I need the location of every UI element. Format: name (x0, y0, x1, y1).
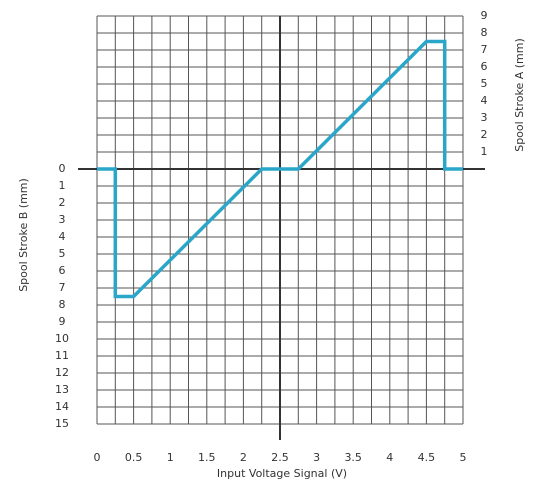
x-tick-label: 4 (386, 451, 393, 464)
y-tick-label: 13 (55, 383, 69, 396)
x-tick-label: 3 (313, 451, 320, 464)
y2-tick-label: 5 (481, 77, 488, 90)
y2-tick-label: 3 (481, 111, 488, 124)
x-tick-label: 0 (94, 451, 101, 464)
y2-tick-label: 1 (481, 145, 488, 158)
x-tick-label: 2.5 (271, 451, 289, 464)
y2-tick-label: 4 (481, 94, 488, 107)
x-tick-label: 5 (460, 451, 467, 464)
y-tick-label: 5 (59, 247, 66, 260)
y-tick-label: 12 (55, 366, 69, 379)
y2-tick-label: 9 (481, 9, 488, 22)
y2-tick-label: 6 (481, 60, 488, 73)
y-tick-label: 15 (55, 417, 69, 430)
y2-axis-title: Spool Stroke A (mm) (513, 38, 526, 152)
data-line (97, 39, 463, 299)
y-tick-label: 8 (59, 298, 66, 311)
x-tick-label: 1 (167, 451, 174, 464)
y-tick-label: 7 (59, 281, 66, 294)
x-tick-label: 1.5 (198, 451, 216, 464)
x-tick-label: 2 (240, 451, 247, 464)
y-tick-label: 11 (55, 349, 69, 362)
y-tick-label: 1 (59, 179, 66, 192)
x-tick-label: 4.5 (418, 451, 436, 464)
y2-tick-label: 2 (481, 128, 488, 141)
x-axis-title: Input Voltage Signal (V) (217, 467, 347, 480)
y2-tick-label: 8 (481, 26, 488, 39)
y-tick-label: 9 (59, 315, 66, 328)
y2-tick-label: 7 (481, 43, 488, 56)
y-tick-label: 10 (55, 332, 69, 345)
y-tick-label: 0 (59, 162, 66, 175)
y-axis-title: Spool Stroke B (mm) (17, 178, 30, 292)
x-tick-label: 0.5 (125, 451, 143, 464)
y-tick-label: 6 (59, 264, 66, 277)
y-tick-label: 3 (59, 213, 66, 226)
x-tick-label: 3.5 (344, 451, 362, 464)
y-tick-label: 2 (59, 196, 66, 209)
y-tick-label: 4 (59, 230, 66, 243)
y-tick-label: 14 (55, 400, 69, 413)
